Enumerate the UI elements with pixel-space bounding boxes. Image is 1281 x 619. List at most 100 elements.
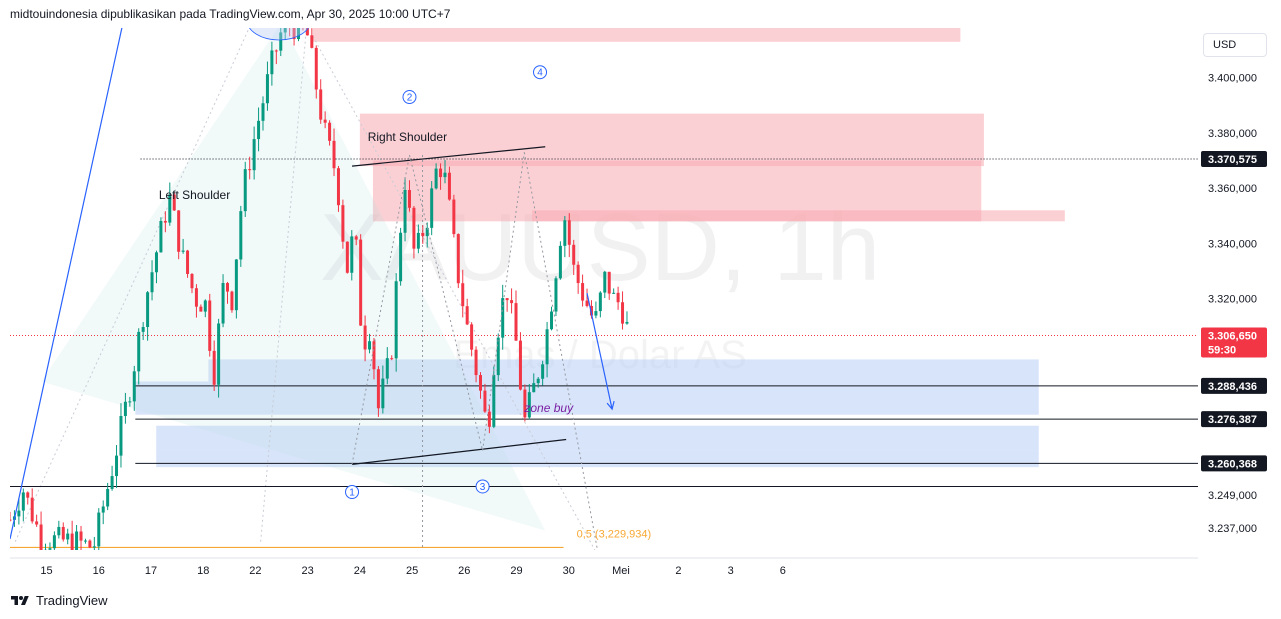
candle-101 — [456, 233, 460, 289]
current-price-label-value: 3.306,650 — [1208, 331, 1257, 343]
candle-body — [558, 245, 562, 279]
candle-body — [70, 533, 74, 550]
candle-94 — [425, 222, 429, 248]
wave-number: 4 — [537, 68, 543, 79]
candle-body — [35, 521, 39, 525]
candle-body — [479, 375, 483, 391]
candle-body — [625, 321, 629, 324]
candle-body — [434, 168, 438, 189]
horizontal-lines — [10, 155, 1198, 550]
candle-body — [310, 35, 314, 48]
candle-body — [141, 327, 145, 332]
candle-116 — [523, 384, 527, 422]
candle-body — [61, 526, 65, 540]
tradingview-brand[interactable]: TradingView — [10, 593, 108, 608]
candle-137 — [616, 286, 620, 310]
price-label-0: 3.370,575 — [1201, 150, 1267, 167]
current-price-label-bg — [1201, 327, 1267, 358]
candle-122 — [550, 306, 554, 331]
candle-34 — [159, 217, 163, 253]
time-axis[interactable]: 15 16 17 18 22 23 24 25 26 29 30 Mei 2 3 6 — [10, 557, 1198, 577]
candle-body — [536, 378, 540, 384]
time-tick-8: 26 — [458, 565, 470, 577]
candle-71 — [323, 111, 327, 129]
candle-102 — [461, 269, 465, 318]
candle-97 — [439, 163, 443, 190]
current-price-label-countdown: 59:30 — [1208, 345, 1236, 357]
candle-130 — [585, 288, 589, 308]
candle-75 — [341, 199, 345, 249]
candle-body — [110, 476, 114, 489]
candle-135 — [607, 271, 611, 300]
candle-95 — [430, 181, 434, 236]
candle-86 — [390, 355, 394, 361]
candle-91 — [412, 205, 416, 259]
candle-body — [589, 305, 593, 316]
candle-body — [394, 281, 398, 359]
candle-body — [101, 506, 105, 513]
candle-body — [594, 311, 598, 316]
candle-136 — [612, 288, 616, 294]
candle-50 — [230, 290, 234, 313]
candle-body — [612, 292, 616, 294]
candle-14 — [70, 520, 74, 550]
top-marker-circle — [249, 28, 309, 41]
candle-30 — [141, 322, 145, 340]
candle-85 — [385, 347, 389, 385]
candle-114 — [514, 290, 518, 341]
candle-46 — [212, 340, 216, 391]
candle-17 — [83, 538, 87, 544]
demand-zone-4 — [208, 359, 1039, 382]
candle-0 — [10, 511, 12, 522]
candle-57 — [261, 96, 265, 131]
candle-80 — [363, 315, 367, 362]
candle-69 — [314, 45, 318, 99]
currency-selector[interactable]: USD — [1203, 33, 1267, 57]
annotation-0: Left Shoulder — [159, 188, 230, 202]
candle-109 — [492, 366, 496, 429]
price-axis[interactable]: 3.400,000 3.380,000 3.360,000 3.340,000 3.32… — [1201, 73, 1267, 535]
candle-body — [470, 324, 474, 350]
candle-body — [221, 283, 225, 324]
price-label-1-value: 3.288,436 — [1208, 381, 1257, 393]
time-tick-11: Mei — [612, 565, 630, 577]
candle-body — [48, 548, 52, 550]
candle-body — [541, 364, 545, 379]
candle-body — [230, 291, 234, 311]
candle-body — [225, 283, 229, 292]
candle-106 — [479, 372, 483, 399]
annotations: Left Shoulder Right Shoulder zone buy 0,5 (… — [159, 130, 651, 540]
candle-body — [257, 120, 261, 140]
candle-66 — [302, 28, 304, 31]
candle-29 — [137, 328, 141, 385]
candle-body — [403, 190, 407, 233]
time-tick-10: 30 — [563, 565, 575, 577]
candle-body — [483, 390, 487, 412]
candle-body — [514, 303, 518, 341]
candle-129 — [581, 274, 585, 307]
candle-body — [248, 169, 252, 171]
time-tick-4: 22 — [249, 565, 261, 577]
candle-22 — [106, 482, 110, 511]
annotation-1: Right Shoulder — [368, 130, 447, 144]
time-tick-5: 23 — [302, 565, 314, 577]
candle-body — [368, 341, 372, 350]
candle-body — [421, 232, 425, 237]
price-tick-2: 3.360,000 — [1208, 183, 1257, 195]
candle-body — [332, 140, 336, 169]
tradingview-logo-icon — [11, 595, 29, 605]
candle-23 — [110, 465, 114, 491]
price-label-2-value: 3.276,387 — [1208, 414, 1257, 426]
candle-12 — [61, 522, 65, 542]
candle-body — [501, 298, 505, 338]
candle-body — [270, 50, 274, 75]
candle-body — [510, 300, 514, 304]
price-label-3-value: 3.260,368 — [1208, 458, 1257, 470]
wave-circle — [533, 65, 548, 80]
demand-zone-6 — [156, 425, 1039, 451]
candle-35 — [163, 211, 167, 233]
candle-body — [234, 259, 238, 311]
candle-body — [545, 329, 549, 365]
candle-76 — [345, 241, 349, 274]
